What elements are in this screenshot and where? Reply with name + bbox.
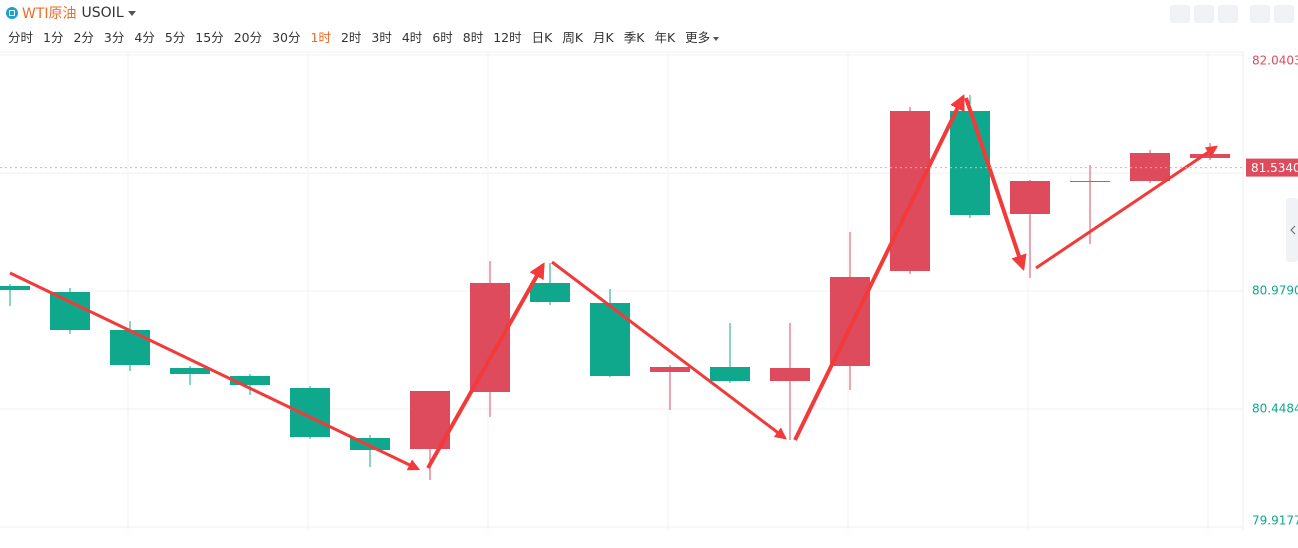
candle-body	[710, 367, 750, 381]
horizontal-grid	[0, 54, 1243, 528]
arrow	[793, 94, 965, 441]
interval-button[interactable]: 12时	[493, 30, 522, 45]
symbol-header[interactable]: WTI原油 USOIL	[6, 3, 136, 23]
candle-body	[950, 110, 990, 215]
interval-button[interactable]: 5分	[164, 30, 186, 45]
interval-button[interactable]: 2分	[73, 30, 94, 45]
side-tab[interactable]	[1286, 198, 1298, 262]
interval-button[interactable]: 2时	[340, 30, 362, 45]
candle-button[interactable]	[1218, 5, 1238, 23]
candle-body	[170, 368, 210, 374]
interval-button[interactable]: 分时	[8, 30, 34, 45]
symbol-name: WTI原油	[22, 6, 77, 22]
side-tab-icon	[1290, 225, 1296, 235]
candle-body	[50, 292, 90, 331]
arrow	[1035, 145, 1218, 270]
interval-button[interactable]: 3时	[371, 30, 392, 45]
arrow	[964, 97, 1027, 272]
interval-button[interactable]: 3分	[103, 30, 125, 45]
candle-body	[770, 368, 810, 381]
interval-button[interactable]: 20分	[233, 30, 263, 45]
candle-body	[650, 367, 690, 372]
interval-button[interactable]: 1分	[43, 30, 64, 45]
arrow	[551, 260, 787, 440]
close-button[interactable]	[1274, 5, 1294, 23]
interval-button[interactable]: 6时	[432, 30, 453, 45]
current-price-label: 81.5340	[1251, 161, 1298, 175]
indicator-button[interactable]	[1170, 5, 1190, 23]
y-tick-label: 80.4484	[1252, 401, 1298, 415]
y-axis: 79.917780.448480.979081.509082.040381.53…	[0, 54, 1298, 528]
candle-body	[1010, 180, 1050, 214]
candle-body	[110, 330, 150, 366]
interval-button[interactable]: 日K	[531, 30, 553, 45]
interval-button[interactable]: 1时	[310, 30, 331, 45]
draw-button[interactable]	[1194, 5, 1214, 23]
candle-body	[530, 282, 570, 303]
interval-button[interactable]: 15分	[195, 30, 224, 45]
candles	[0, 95, 1230, 480]
interval-button[interactable]: 月K	[593, 30, 614, 45]
symbol-code: USOIL	[81, 5, 124, 21]
interval-bar: 分时 1分 2分 3分 4分 5分 15分 20分 30分 1时 2时 3时 4时 6时 8时 12时 日K 周K…	[8, 27, 729, 46]
candle-body	[1130, 152, 1170, 181]
candle-body	[0, 285, 30, 290]
interval-button[interactable]: 更多	[685, 27, 719, 46]
symbol-icon	[6, 7, 18, 19]
candle-body	[350, 438, 390, 450]
candle-body	[290, 387, 330, 438]
y-tick-label: 80.9790	[1252, 284, 1298, 298]
interval-button[interactable]: 4分	[134, 30, 155, 45]
candle-body	[230, 375, 270, 385]
interval-button[interactable]: 4时	[401, 30, 423, 45]
arrow	[426, 262, 545, 469]
y-tick-label: 79.9177	[1252, 514, 1298, 528]
tool-icons	[1170, 5, 1238, 23]
window-icons	[1250, 5, 1294, 23]
candle-body	[1190, 153, 1230, 159]
interval-button[interactable]: 年K	[654, 30, 676, 45]
interval-button[interactable]: 周K	[562, 30, 584, 45]
arrow	[9, 271, 421, 471]
candle-body	[890, 110, 930, 272]
dropdown-caret	[127, 10, 136, 16]
current-price-box	[1246, 158, 1298, 177]
candle-body	[590, 303, 630, 376]
expand-button[interactable]	[1250, 5, 1270, 23]
interval-button[interactable]: 季K	[623, 30, 645, 45]
interval-button[interactable]: 30分	[272, 30, 301, 45]
interval-button[interactable]: 8时	[462, 30, 484, 45]
y-tick-label: 82.0403	[1252, 54, 1298, 68]
annotations	[9, 94, 1218, 471]
candle-body	[1070, 180, 1110, 182]
